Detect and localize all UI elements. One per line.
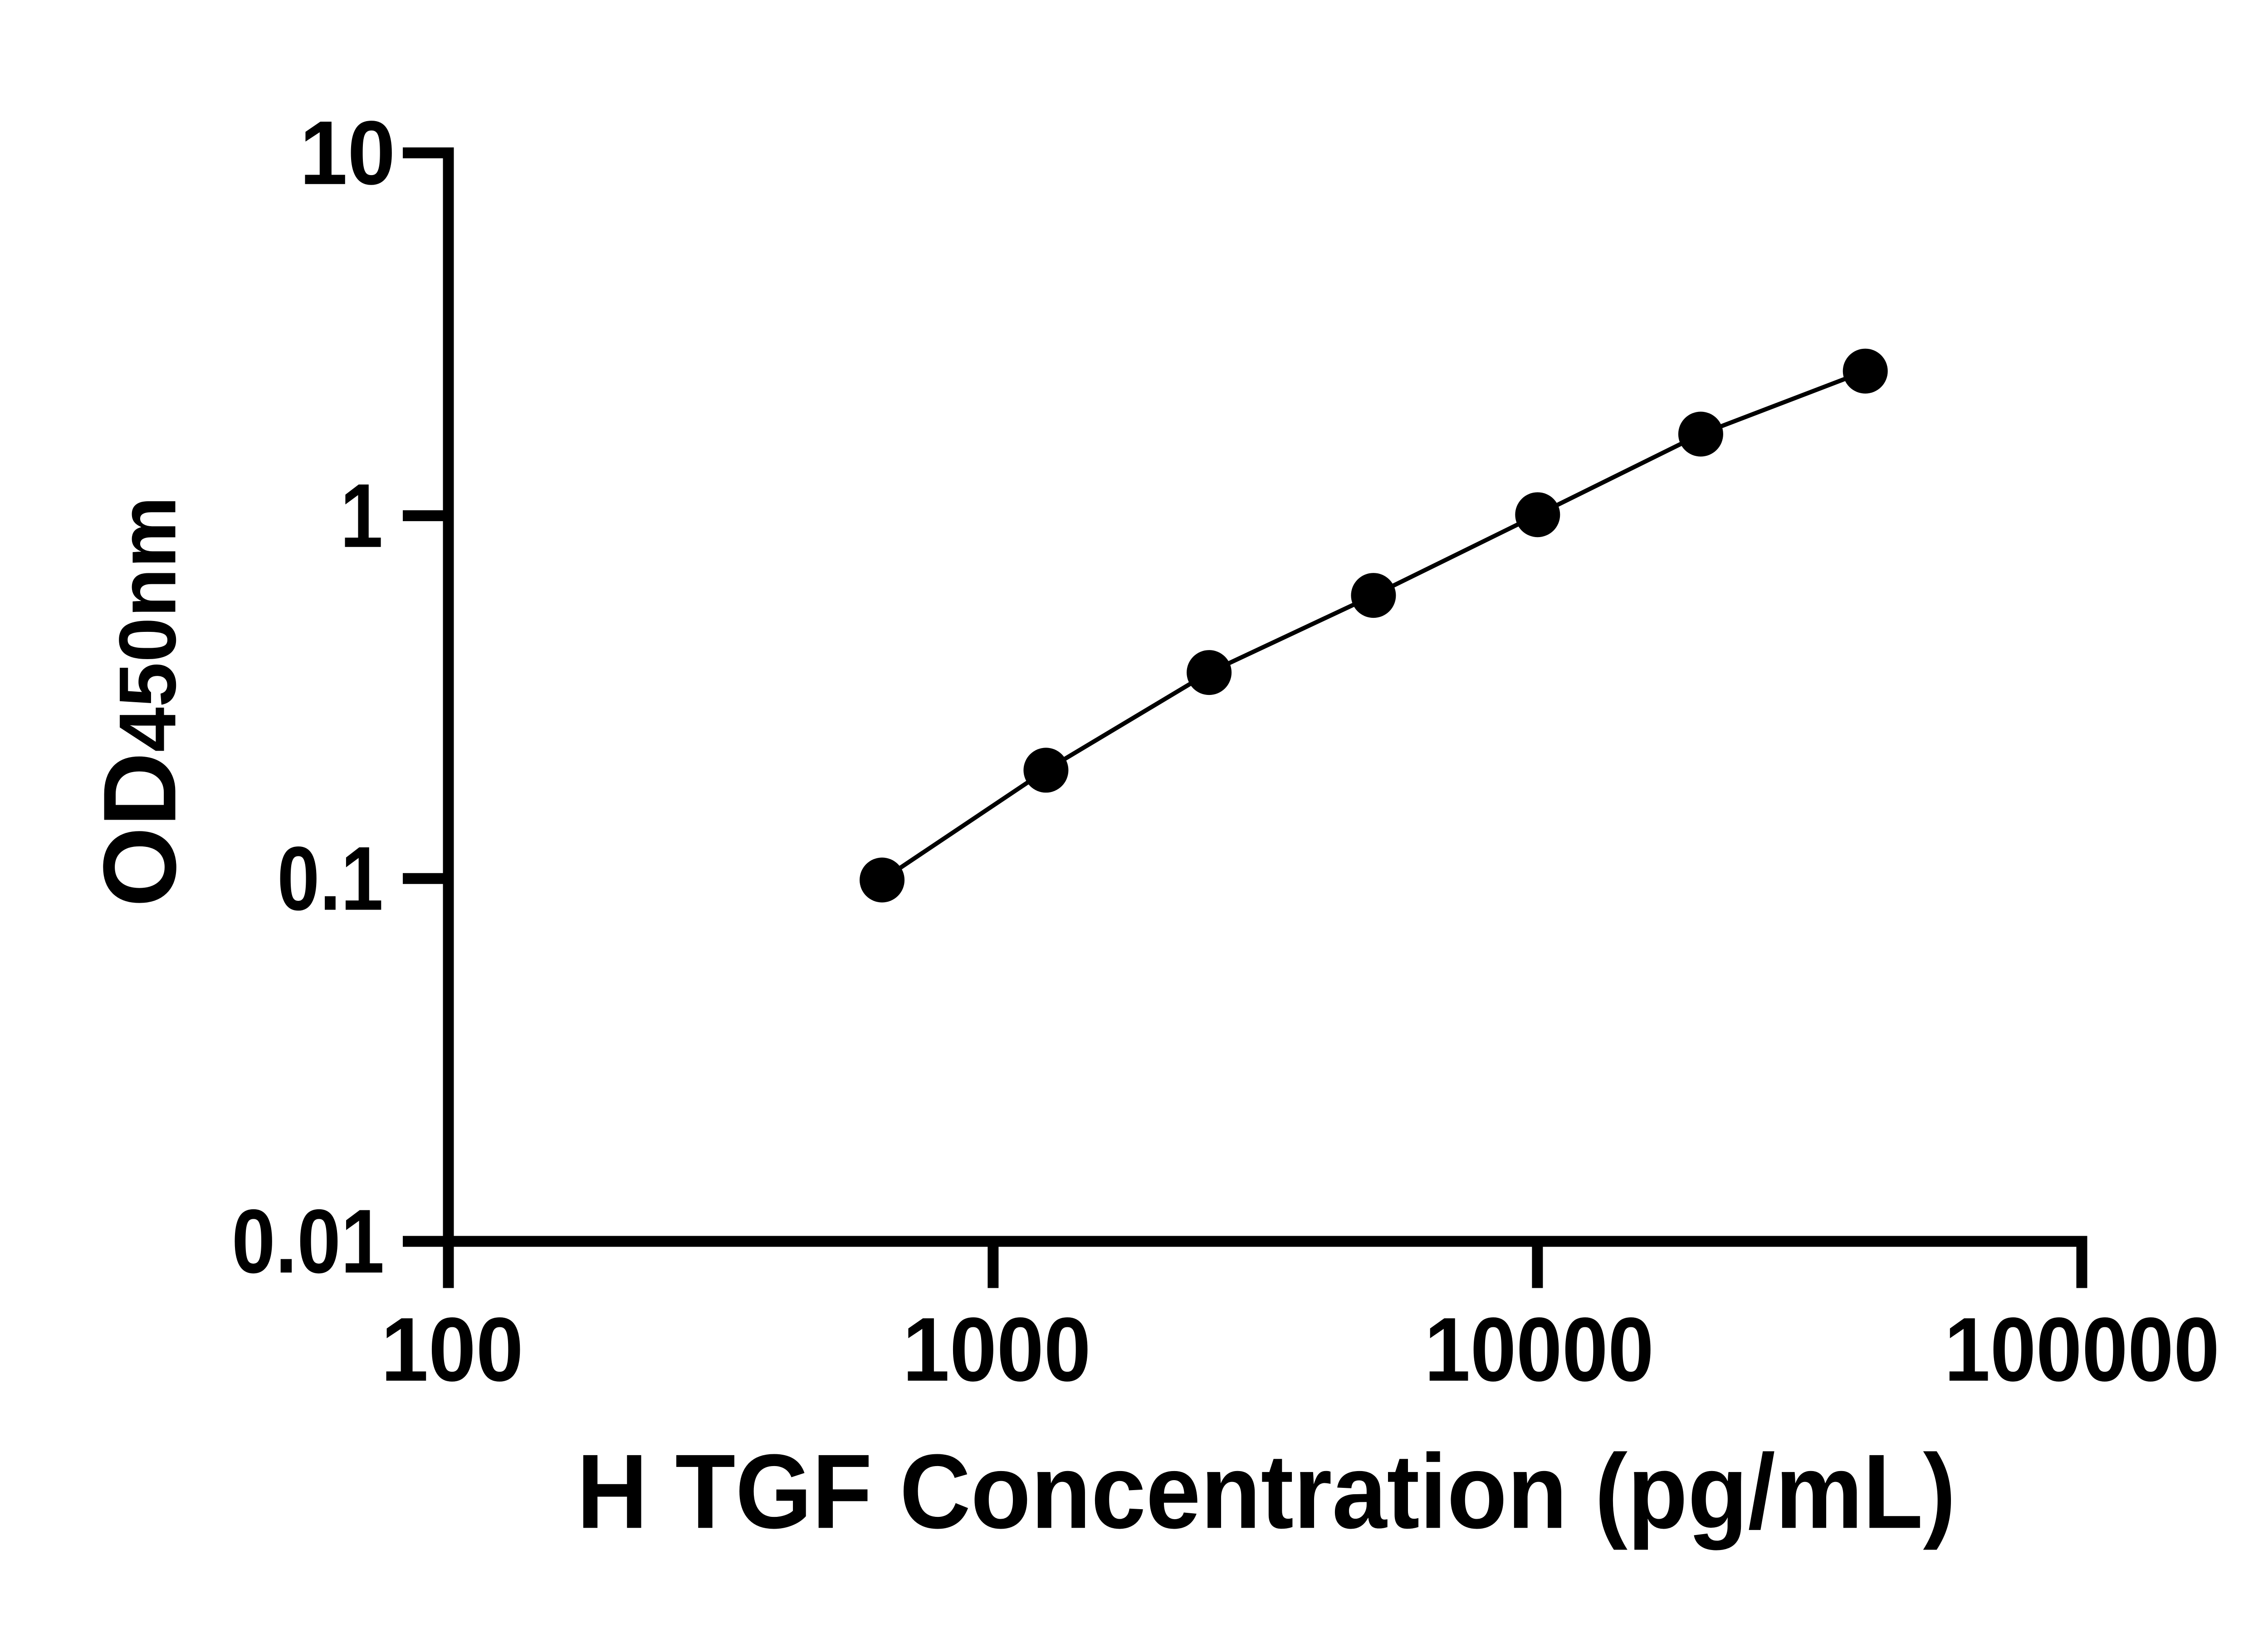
svg-text:0.1: 0.1: [277, 828, 383, 929]
svg-text:OD450nm: OD450nm: [83, 496, 198, 907]
svg-text:H TGF Concentration (pg/mL): H TGF Concentration (pg/mL): [577, 1433, 1956, 1550]
svg-text:1000: 1000: [903, 1299, 1091, 1400]
svg-text:10: 10: [300, 103, 396, 204]
svg-text:10000: 10000: [1424, 1299, 1654, 1400]
svg-text:0.01: 0.01: [232, 1191, 385, 1292]
svg-text:100000: 100000: [1944, 1299, 2219, 1400]
svg-text:100: 100: [381, 1299, 523, 1400]
svg-text:1: 1: [340, 465, 383, 567]
